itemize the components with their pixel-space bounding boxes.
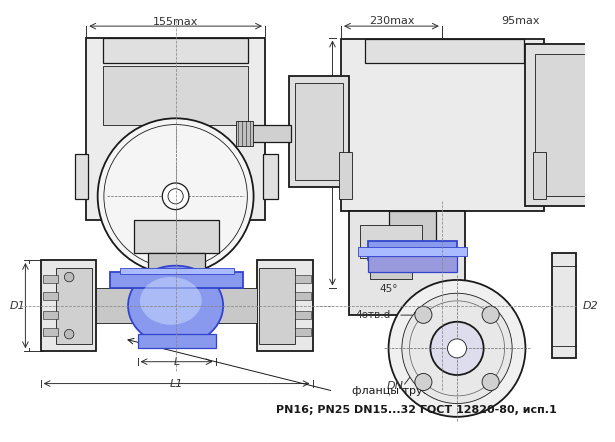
Circle shape — [402, 293, 512, 404]
Circle shape — [162, 183, 189, 210]
Text: L: L — [173, 357, 180, 367]
Bar — [148, 253, 205, 272]
Text: 155max: 155max — [153, 17, 198, 27]
Text: 45°: 45° — [379, 285, 398, 294]
Bar — [42, 292, 58, 300]
Bar — [370, 263, 412, 279]
Bar — [103, 66, 248, 125]
Bar — [260, 267, 295, 343]
Text: D2: D2 — [582, 301, 598, 311]
Bar — [552, 253, 576, 358]
Bar — [42, 311, 58, 319]
Bar — [42, 328, 58, 336]
Bar — [110, 272, 243, 289]
Circle shape — [389, 280, 525, 417]
Bar — [349, 210, 464, 315]
Bar — [597, 72, 615, 177]
Bar — [75, 153, 88, 199]
Bar — [295, 83, 343, 180]
Ellipse shape — [128, 266, 223, 346]
Bar — [368, 241, 457, 260]
Bar — [263, 153, 278, 199]
Bar — [389, 210, 436, 244]
Text: 95max: 95max — [501, 16, 540, 27]
Text: 4отв.d: 4отв.d — [355, 310, 391, 320]
Text: фланцы трубопровода: фланцы трубопровода — [352, 386, 486, 396]
Bar — [103, 38, 248, 63]
Bar — [138, 130, 210, 152]
Circle shape — [415, 306, 432, 324]
Bar — [295, 275, 311, 283]
Text: PN16; PN25 DN15...32 ГОСТ 12820-80, исп.1: PN16; PN25 DN15...32 ГОСТ 12820-80, исп.… — [276, 405, 557, 415]
Bar — [358, 247, 467, 256]
Circle shape — [65, 272, 74, 282]
Circle shape — [168, 189, 183, 204]
Bar — [535, 53, 592, 196]
Text: 230max: 230max — [368, 16, 414, 27]
Bar — [215, 289, 257, 323]
Bar — [119, 267, 234, 274]
Bar — [533, 152, 546, 199]
Ellipse shape — [140, 277, 202, 325]
Bar — [251, 125, 291, 142]
Bar — [257, 260, 312, 351]
Bar — [134, 220, 220, 253]
Bar — [339, 152, 352, 199]
Circle shape — [448, 339, 467, 358]
Text: DN: DN — [387, 381, 403, 392]
Circle shape — [98, 118, 253, 274]
Circle shape — [482, 306, 499, 324]
Bar — [42, 275, 58, 283]
Bar — [295, 328, 311, 336]
Bar — [295, 311, 311, 319]
Bar — [341, 39, 544, 210]
Text: H: H — [337, 156, 347, 170]
Bar — [288, 76, 349, 187]
Bar — [295, 292, 311, 300]
Text: D1: D1 — [10, 301, 26, 311]
Circle shape — [430, 322, 483, 375]
Bar — [365, 39, 523, 63]
Bar — [236, 121, 253, 146]
Circle shape — [482, 373, 499, 391]
Bar — [86, 38, 265, 220]
Bar — [96, 289, 138, 323]
Bar — [360, 225, 422, 258]
Bar — [368, 256, 457, 272]
Bar — [41, 260, 96, 351]
Circle shape — [65, 329, 74, 339]
Circle shape — [415, 373, 432, 391]
Text: L1: L1 — [170, 378, 183, 389]
Bar — [525, 44, 600, 206]
Bar — [56, 267, 92, 343]
Bar — [138, 334, 215, 348]
